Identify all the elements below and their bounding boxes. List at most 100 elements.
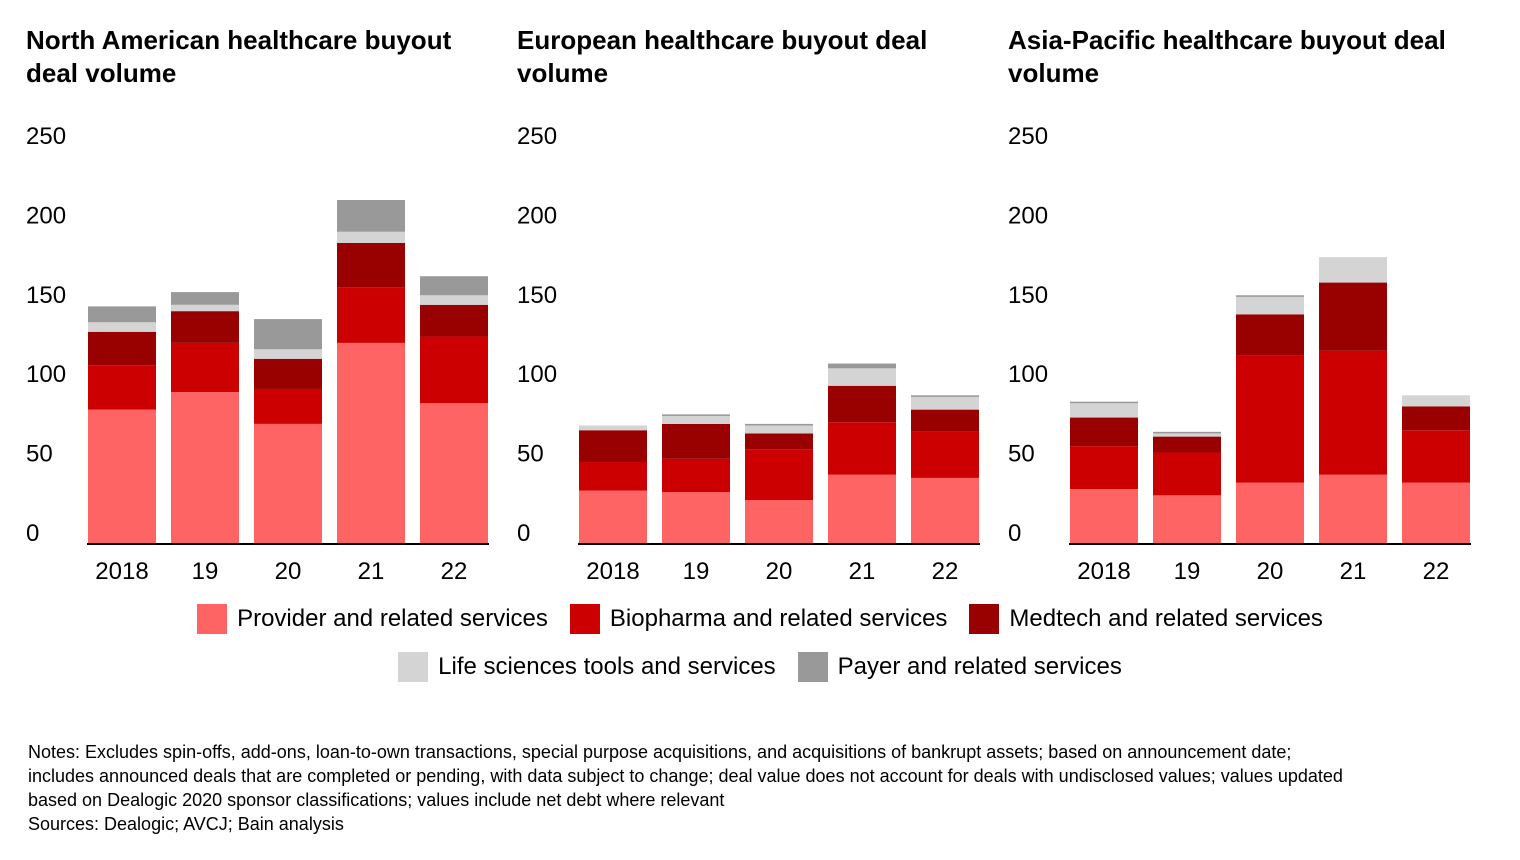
x-tick-label: 19 bbox=[1174, 558, 1201, 585]
bar-segment-payer bbox=[420, 276, 488, 296]
chart-plot-europe: 0 50 100 150 200 250 2018 19 20 21 22 bbox=[517, 123, 980, 585]
bar-segment-provider bbox=[911, 477, 979, 543]
bar-segment-biopharma bbox=[1319, 350, 1387, 475]
sources-line: Sources: Dealogic; AVCJ; Bain analysis bbox=[28, 814, 344, 834]
legend-item-medtech: Medtech and related services bbox=[969, 604, 1323, 634]
x-tick-label: 19 bbox=[683, 558, 710, 585]
bar-segment-provider bbox=[171, 392, 239, 543]
bar-segment-life-sciences bbox=[911, 396, 979, 410]
bar-segment-life-sciences bbox=[828, 368, 896, 386]
x-tick-label: 20 bbox=[1257, 558, 1284, 585]
bar-segment-payer bbox=[828, 363, 896, 369]
x-tick-label: 21 bbox=[1340, 558, 1367, 585]
bar-segment-life-sciences bbox=[337, 231, 405, 243]
y-tick-label: 0 bbox=[1008, 520, 1021, 547]
bar-segment-life-sciences bbox=[1402, 395, 1470, 407]
bar-segment-biopharma bbox=[1153, 452, 1221, 496]
bar-segment-payer bbox=[1236, 295, 1304, 297]
legend-row: Life sciences tools and services Payer a… bbox=[0, 652, 1520, 682]
y-tick-label: 50 bbox=[26, 441, 53, 468]
legend-label: Medtech and related services bbox=[1009, 605, 1323, 632]
y-tick-label: 150 bbox=[26, 282, 66, 309]
bar-segment-payer bbox=[254, 319, 322, 350]
legend-row: Provider and related services Biopharma … bbox=[0, 604, 1520, 634]
bar-segment-provider bbox=[420, 403, 488, 543]
legend-item-provider: Provider and related services bbox=[197, 604, 548, 634]
bar-segment-medtech bbox=[1402, 406, 1470, 431]
legend-swatch-medtech bbox=[969, 604, 1000, 634]
chart-panel-europe: European healthcare buyout deal volume 0… bbox=[491, 0, 980, 600]
chart-legend: Provider and related services Biopharma … bbox=[0, 600, 1520, 700]
x-tick-label: 20 bbox=[275, 558, 302, 585]
legend-swatch-life-sciences bbox=[398, 652, 429, 682]
y-tick-label: 150 bbox=[517, 282, 557, 309]
bar-segment-life-sciences bbox=[254, 349, 322, 359]
bar-segment-biopharma bbox=[745, 449, 813, 501]
bar-segment-provider bbox=[1153, 495, 1221, 543]
bar-segment-provider bbox=[1070, 489, 1138, 543]
y-tick-label: 200 bbox=[517, 202, 557, 229]
bar-segment-provider bbox=[88, 409, 156, 543]
x-tick-label: 2018 bbox=[1077, 558, 1130, 585]
bar-segment-biopharma bbox=[1070, 446, 1138, 490]
y-tick-label: 50 bbox=[517, 441, 544, 468]
legend-swatch-payer bbox=[797, 652, 828, 682]
bar-segment-life-sciences bbox=[171, 304, 239, 312]
legend-item-life-sciences: Life sciences tools and services bbox=[398, 652, 776, 682]
x-tick-label: 21 bbox=[849, 558, 876, 585]
bar-segment-medtech bbox=[1319, 282, 1387, 351]
bar-segment-provider bbox=[662, 492, 730, 543]
chart-panel-asia-pacific: Asia-Pacific healthcare buyout deal volu… bbox=[982, 0, 1471, 600]
y-tick-label: 50 bbox=[1008, 441, 1035, 468]
bar-segment-life-sciences bbox=[1153, 433, 1221, 437]
legend-label: Biopharma and related services bbox=[609, 605, 948, 632]
notes-line: includes announced deals that are comple… bbox=[28, 766, 1343, 786]
bar-segment-medtech bbox=[745, 433, 813, 450]
notes-line: Notes: Excludes spin-offs, add-ons, loan… bbox=[28, 742, 1292, 762]
bar-segment-payer bbox=[337, 199, 405, 232]
legend-swatch-biopharma bbox=[569, 604, 600, 634]
bar-segment-medtech bbox=[337, 242, 405, 288]
x-tick-label: 22 bbox=[441, 558, 468, 585]
bar-segment-biopharma bbox=[828, 422, 896, 475]
bar-segment-biopharma bbox=[662, 458, 730, 493]
bar-segment-life-sciences bbox=[745, 425, 813, 434]
x-tick-label: 19 bbox=[192, 558, 219, 585]
y-tick-label: 0 bbox=[26, 520, 39, 547]
chart-title: European healthcare buyout deal volume bbox=[517, 25, 928, 88]
x-tick-label: 21 bbox=[358, 558, 385, 585]
bar-segment-life-sciences bbox=[420, 295, 488, 305]
notes-line: based on Dealogic 2020 sponsor classific… bbox=[28, 790, 725, 810]
y-tick-label: 200 bbox=[1008, 202, 1048, 229]
chart-plot-asia-pacific: 0 50 100 150 200 250 2018 19 20 21 22 bbox=[1008, 123, 1471, 585]
y-tick-label: 150 bbox=[1008, 282, 1048, 309]
bar-segment-biopharma bbox=[171, 342, 239, 393]
x-tick-label: 22 bbox=[932, 558, 959, 585]
y-tick-label: 250 bbox=[517, 123, 557, 150]
bar-segment-medtech bbox=[1153, 436, 1221, 453]
bar-segment-provider bbox=[579, 490, 647, 543]
bar-segment-payer bbox=[662, 414, 730, 416]
bar-segment-medtech bbox=[88, 331, 156, 366]
bar-segment-medtech bbox=[828, 385, 896, 423]
bar-segment-life-sciences bbox=[1070, 403, 1138, 418]
x-tick-label: 22 bbox=[1423, 558, 1450, 585]
chart-notes: Notes: Excludes spin-offs, add-ons, loan… bbox=[28, 740, 1498, 836]
bar-segment-provider bbox=[1402, 482, 1470, 543]
bar-segment-medtech bbox=[1070, 417, 1138, 447]
legend-label: Provider and related services bbox=[237, 605, 548, 632]
chart-title: Asia-Pacific healthcare buyout deal volu… bbox=[1008, 25, 1446, 88]
chart-panel-north-america: North American healthcare buyout deal vo… bbox=[0, 0, 489, 600]
y-tick-label: 100 bbox=[517, 361, 557, 388]
y-tick-label: 250 bbox=[1008, 123, 1048, 150]
bar-segment-biopharma bbox=[88, 365, 156, 410]
bar-segment-payer bbox=[171, 292, 239, 305]
legend-swatch-provider bbox=[197, 604, 228, 634]
bar-segment-medtech bbox=[254, 358, 322, 389]
bar-segment-biopharma bbox=[1236, 355, 1304, 483]
bar-segment-biopharma bbox=[337, 287, 405, 343]
bar-segment-life-sciences bbox=[662, 415, 730, 424]
bar-segment-medtech bbox=[171, 311, 239, 343]
chart-title: North American healthcare buyout deal vo… bbox=[26, 25, 452, 88]
bar-segment-medtech bbox=[579, 430, 647, 463]
